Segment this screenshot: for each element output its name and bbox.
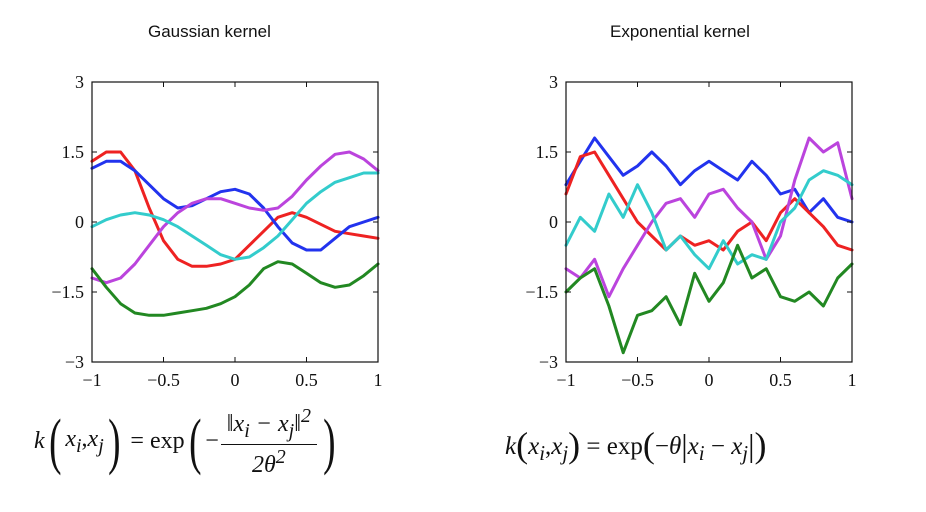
- exponential-kernel-formula: k(xi,xj) = exp(−θ|xi − xj|): [505, 425, 767, 465]
- exponential-xtick-label: −1: [556, 370, 575, 390]
- exponential-series-red: [564, 150, 854, 252]
- gaussian-kernel-formula: k(xi,xj) = exp(− ‖xi − xj‖2 2θ2): [34, 405, 336, 478]
- exponential-ytick-label: −3: [539, 352, 558, 372]
- gaussian-series-magenta: [90, 150, 380, 285]
- gaussian-xtick-label: 0.5: [295, 370, 318, 390]
- gaussian-kernel-title: Gaussian kernel: [148, 22, 271, 41]
- exponential-series-magenta: [564, 136, 854, 299]
- gaussian-plot-frame: [91, 81, 379, 363]
- gaussian-xtick-label: 1: [374, 370, 383, 390]
- exponential-series-cyan: [564, 169, 854, 271]
- exponential-xtick-label: 0: [705, 370, 714, 390]
- gaussian-xtick-label: 0: [231, 370, 240, 390]
- gaussian-ytick-label: −3: [65, 352, 84, 372]
- exponential-plot-frame: [565, 81, 853, 363]
- gaussian-ytick-label: 3: [75, 72, 84, 92]
- gaussian-series-blue: [90, 159, 380, 252]
- exponential-series-blue: [564, 136, 854, 224]
- gaussian-series-cyan: [90, 171, 380, 261]
- exponential-ytick-label: −1.5: [525, 282, 558, 302]
- gaussian-ytick-label: −1.5: [51, 282, 84, 302]
- exponential-kernel-title: Exponential kernel: [610, 22, 750, 41]
- exponential-xtick-label: −0.5: [621, 370, 654, 390]
- gaussian-ytick-label: 0: [75, 212, 84, 232]
- gaussian-series-green: [90, 260, 380, 317]
- exponential-ytick-label: 3: [549, 72, 558, 92]
- gaussian-xtick-label: −0.5: [147, 370, 180, 390]
- exponential-series-green: [564, 243, 854, 355]
- exponential-ytick-label: 1.5: [536, 142, 559, 162]
- exponential-xtick-label: 0.5: [769, 370, 792, 390]
- gaussian-xtick-label: −1: [82, 370, 101, 390]
- gaussian-ytick-label: 1.5: [62, 142, 85, 162]
- exponential-xtick-label: 1: [848, 370, 857, 390]
- exponential-ytick-label: 0: [549, 212, 558, 232]
